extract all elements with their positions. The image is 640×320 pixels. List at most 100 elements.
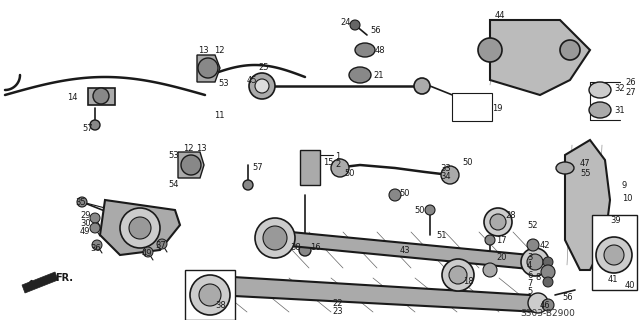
Text: 20: 20 — [496, 253, 506, 262]
Polygon shape — [100, 200, 180, 255]
Circle shape — [442, 259, 474, 291]
Circle shape — [542, 299, 554, 311]
Ellipse shape — [349, 67, 371, 83]
Bar — [452, 93, 492, 121]
Text: 12: 12 — [214, 45, 225, 54]
Text: 48: 48 — [375, 45, 386, 54]
Text: 41: 41 — [608, 276, 618, 284]
Circle shape — [143, 247, 153, 257]
Circle shape — [527, 239, 539, 251]
Text: 35: 35 — [75, 197, 86, 206]
Text: 7: 7 — [527, 279, 532, 289]
Text: 57: 57 — [82, 124, 93, 132]
Text: 32: 32 — [614, 84, 625, 92]
Text: 3: 3 — [527, 253, 532, 262]
Circle shape — [90, 223, 100, 233]
Text: 56: 56 — [370, 26, 381, 35]
Text: 26: 26 — [625, 77, 636, 86]
Text: 19: 19 — [492, 103, 502, 113]
Circle shape — [527, 254, 543, 270]
Circle shape — [541, 265, 555, 279]
Text: 44: 44 — [495, 11, 506, 20]
Circle shape — [543, 257, 553, 267]
Text: 49: 49 — [80, 227, 90, 236]
Text: 47: 47 — [580, 158, 591, 167]
Circle shape — [331, 159, 349, 177]
Text: 50: 50 — [399, 188, 410, 197]
Text: 56: 56 — [562, 293, 573, 302]
Ellipse shape — [556, 162, 574, 174]
Text: 31: 31 — [614, 106, 625, 115]
Text: 39: 39 — [610, 215, 621, 225]
Circle shape — [449, 266, 467, 284]
Text: 13: 13 — [196, 143, 207, 153]
Circle shape — [528, 293, 548, 313]
Circle shape — [90, 213, 100, 223]
Text: 38: 38 — [215, 300, 226, 309]
Text: 46: 46 — [540, 300, 550, 309]
Circle shape — [596, 237, 632, 273]
Text: 37: 37 — [155, 241, 166, 250]
Circle shape — [120, 208, 160, 248]
Text: 17: 17 — [496, 236, 507, 244]
Text: 34: 34 — [440, 172, 451, 180]
Text: 9: 9 — [622, 180, 627, 189]
Circle shape — [181, 155, 201, 175]
Polygon shape — [300, 150, 320, 185]
Polygon shape — [22, 272, 58, 293]
Text: 45: 45 — [247, 76, 257, 84]
Text: 50: 50 — [462, 157, 472, 166]
Polygon shape — [178, 152, 204, 178]
Text: 53: 53 — [218, 78, 228, 87]
Circle shape — [478, 38, 502, 62]
Text: 6: 6 — [527, 270, 532, 279]
Circle shape — [90, 120, 100, 130]
Text: 23: 23 — [332, 308, 342, 316]
Circle shape — [425, 205, 435, 215]
Circle shape — [255, 218, 295, 258]
Text: 1: 1 — [335, 151, 340, 161]
Text: 25: 25 — [258, 62, 269, 71]
Circle shape — [77, 197, 87, 207]
Text: 30: 30 — [80, 219, 91, 228]
Circle shape — [198, 58, 218, 78]
Text: 14: 14 — [67, 92, 77, 101]
Text: 50: 50 — [414, 205, 424, 214]
Circle shape — [249, 73, 275, 99]
Circle shape — [604, 245, 624, 265]
Polygon shape — [197, 55, 220, 82]
Circle shape — [129, 217, 151, 239]
Text: 57: 57 — [252, 163, 262, 172]
Polygon shape — [88, 88, 115, 105]
Text: 16: 16 — [310, 243, 321, 252]
Text: 21: 21 — [373, 70, 383, 79]
Text: 49: 49 — [142, 249, 152, 258]
Text: 50: 50 — [344, 169, 355, 178]
Circle shape — [92, 240, 102, 250]
Bar — [185, 270, 235, 320]
Circle shape — [543, 277, 553, 287]
Ellipse shape — [589, 82, 611, 98]
Text: 10: 10 — [622, 194, 632, 203]
Text: 55: 55 — [580, 169, 591, 178]
Text: 36: 36 — [90, 244, 100, 252]
Circle shape — [255, 79, 269, 93]
Circle shape — [389, 189, 401, 201]
Text: 40: 40 — [625, 281, 636, 290]
Text: 52: 52 — [527, 220, 538, 229]
Circle shape — [490, 214, 506, 230]
Polygon shape — [490, 20, 590, 95]
Text: 15: 15 — [323, 157, 333, 166]
Text: 13: 13 — [198, 45, 209, 54]
Circle shape — [93, 88, 109, 104]
Text: 38: 38 — [290, 243, 301, 252]
Text: 24: 24 — [340, 18, 351, 27]
Circle shape — [483, 263, 497, 277]
Text: 22: 22 — [332, 299, 342, 308]
Text: 28: 28 — [505, 211, 516, 220]
Circle shape — [560, 40, 580, 60]
Text: 43: 43 — [400, 245, 411, 254]
Text: FR.: FR. — [55, 273, 73, 283]
Circle shape — [484, 208, 512, 236]
Text: 53: 53 — [168, 150, 179, 159]
